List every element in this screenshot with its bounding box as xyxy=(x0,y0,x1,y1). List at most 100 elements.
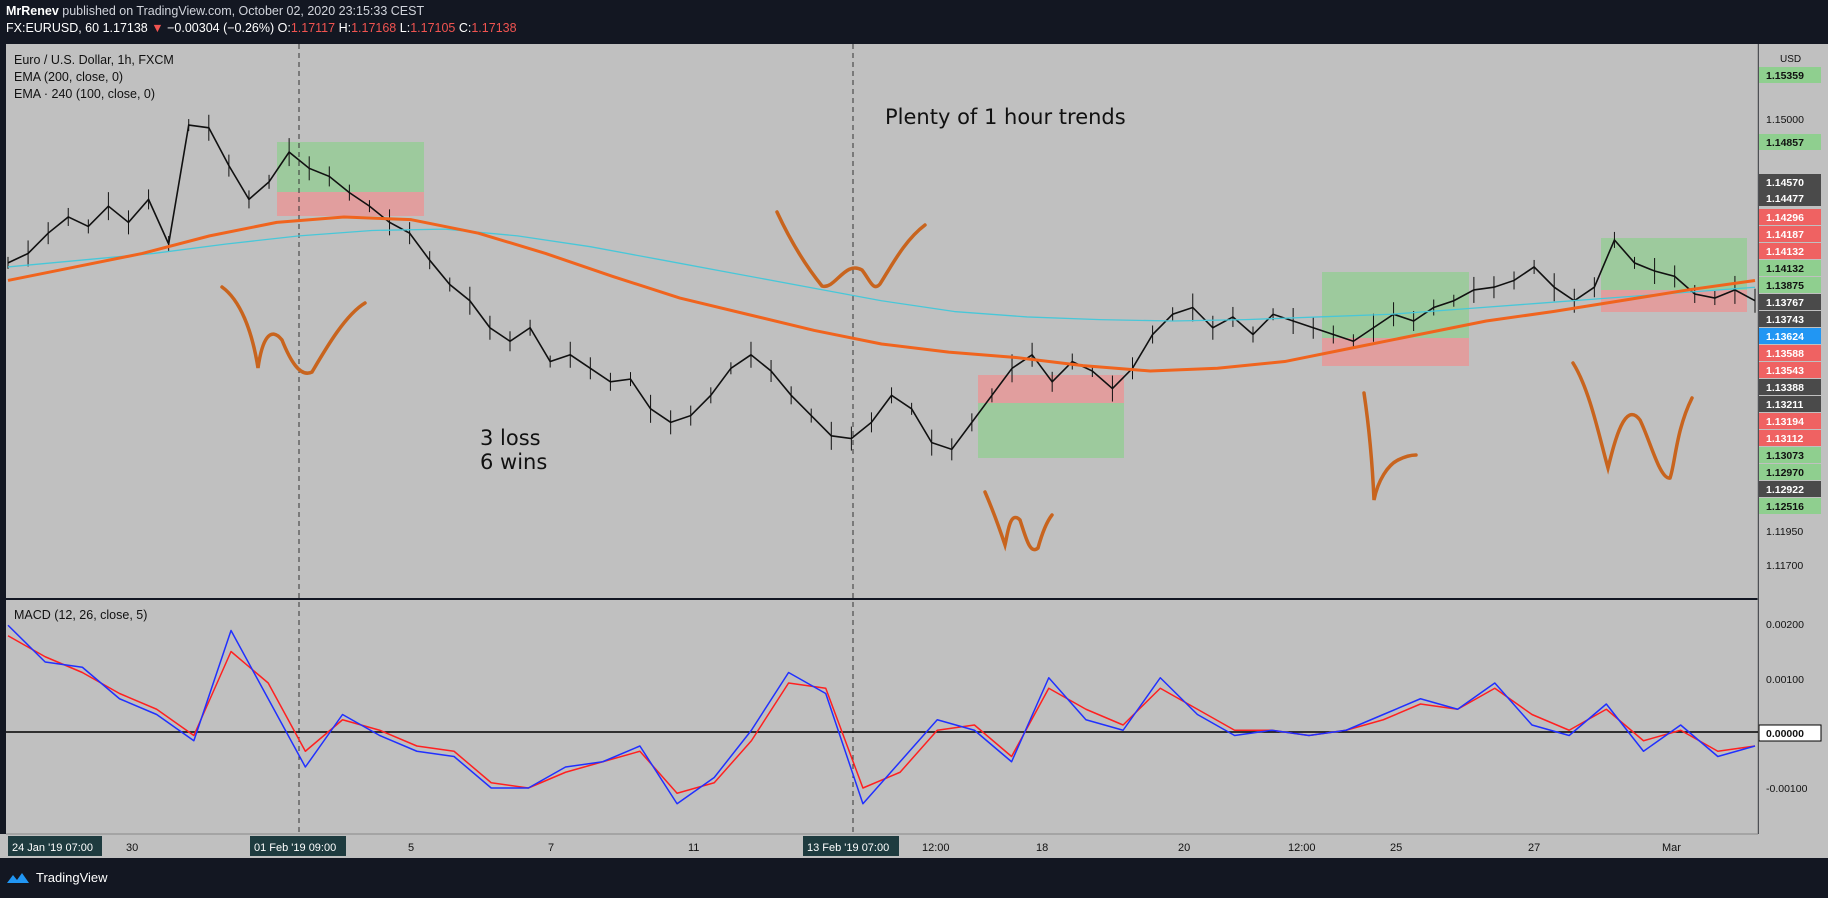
macd-line[interactable] xyxy=(7,624,1756,805)
publish-text: published on TradingView.com, October 02… xyxy=(62,4,425,18)
ema240-legend[interactable]: EMA · 240 (100, close, 0) xyxy=(14,87,155,101)
price-tag-label: 1.13194 xyxy=(1766,416,1804,428)
macd-legend[interactable]: MACD (12, 26, close, 5) xyxy=(14,608,147,622)
price-tag-label: 1.15359 xyxy=(1766,70,1804,82)
wins-annotation: 6 wins xyxy=(480,450,547,474)
time-tag xyxy=(8,836,102,856)
price-line[interactable] xyxy=(7,124,1756,451)
time-axis-labels: 24 Jan '19 07:00 30 01 Feb '19 09:00 5 7 11 13… xyxy=(8,836,1681,856)
price-tag xyxy=(1759,430,1821,446)
price-tag xyxy=(1759,311,1821,327)
price-tag-label: 1.14132 xyxy=(1766,263,1804,275)
price-tag-label: 1.13112 xyxy=(1766,433,1804,445)
price-tag-label: 1.13875 xyxy=(1766,280,1804,292)
price-tag-label: 1.13388 xyxy=(1766,382,1804,394)
low-label: L: xyxy=(399,21,411,35)
price-tag xyxy=(1759,190,1821,206)
time-tick-label: 12:00 xyxy=(922,842,950,854)
open-label: O: xyxy=(277,21,291,35)
price-tag-label: 1.14296 xyxy=(1766,212,1804,224)
price-tag-label: 1.13743 xyxy=(1766,314,1804,326)
w-pattern-drawing xyxy=(1362,391,1418,501)
currency-label: USD xyxy=(1780,54,1801,65)
loss-box xyxy=(1322,338,1469,366)
time-tick-label: 13 Feb '19 07:00 xyxy=(807,842,889,854)
trends-annotation: Plenty of 1 hour trends xyxy=(885,105,1126,129)
symbol-legend[interactable]: Euro / U.S. Dollar, 1h, FXCM xyxy=(14,53,174,67)
macd-axis-labels: 0.00200 0.00100 0.00000 -0.00100 xyxy=(1758,619,1822,795)
w-pattern-drawing xyxy=(1571,361,1694,480)
loss-box xyxy=(277,192,424,216)
time-tick-label: 20 xyxy=(1178,842,1190,854)
price-tag-label: 1.13588 xyxy=(1766,348,1804,360)
ema200-legend[interactable]: EMA (200, close, 0) xyxy=(14,70,123,84)
price-tag xyxy=(1759,328,1821,344)
time-tick-label: 5 xyxy=(408,842,414,854)
w-pattern-drawing xyxy=(983,490,1054,552)
price-tag-label: 1.12516 xyxy=(1766,501,1804,513)
time-tick-label: Mar xyxy=(1662,842,1681,854)
price-tag-label: 1.12970 xyxy=(1766,467,1804,479)
price-tag xyxy=(1759,209,1821,225)
loss-annotation: 3 loss xyxy=(480,426,541,450)
open-value: 1.17117 xyxy=(290,21,336,35)
macd-tick-label: 0.00100 xyxy=(1766,674,1804,686)
time-tag xyxy=(250,836,346,856)
macd-tick-label: 0.00000 xyxy=(1766,728,1804,740)
w-pattern-drawing xyxy=(220,285,367,375)
macd-pane[interactable] xyxy=(6,600,1758,834)
price-tick-label: 1.15000 xyxy=(1766,114,1804,126)
price-tag-label: 1.14477 xyxy=(1766,193,1804,205)
price-tag xyxy=(1759,294,1821,310)
zero-tag xyxy=(1758,724,1822,742)
price-tag xyxy=(1759,498,1821,514)
price-tag xyxy=(1759,277,1821,293)
time-tick-label: 7 xyxy=(548,842,554,854)
macd-lines[interactable] xyxy=(7,624,1756,805)
tradingview-logo-icon[interactable] xyxy=(6,871,30,885)
win-box xyxy=(1322,272,1469,338)
time-tick-label: 30 xyxy=(126,842,138,854)
price-tag xyxy=(1759,379,1821,395)
price-tag-label: 1.13624 xyxy=(1766,331,1804,343)
win-box xyxy=(277,142,424,192)
close-value: 1.17138 xyxy=(471,21,517,35)
price-axis-labels: 1.15359 1.14857 1.14570 1.14477 1.14296 1.141… xyxy=(1759,67,1821,572)
time-tick-label: 01 Feb '19 09:00 xyxy=(254,842,336,854)
price-tag xyxy=(1759,447,1821,463)
ema240-line[interactable] xyxy=(7,228,1756,322)
price-tag xyxy=(1759,413,1821,429)
price-tag-label: 1.13543 xyxy=(1766,365,1804,377)
high-label: H: xyxy=(338,21,352,35)
author-name[interactable]: MrRenev xyxy=(6,4,59,18)
time-tick-label: 11 xyxy=(688,842,699,854)
footer: TradingView xyxy=(6,870,108,885)
price-tag xyxy=(1759,345,1821,361)
high-value: 1.17168 xyxy=(351,21,397,35)
price-tag-label: 1.13073 xyxy=(1766,450,1804,462)
price-tag xyxy=(1759,67,1821,83)
price-tag xyxy=(1759,464,1821,480)
price-tag-label: 1.13211 xyxy=(1766,399,1804,411)
price-tag xyxy=(1759,260,1821,276)
price-tag xyxy=(1759,396,1821,412)
time-tick-label: 27 xyxy=(1528,842,1540,854)
last-price: 1.17138 xyxy=(102,21,148,35)
time-tick-label: 25 xyxy=(1390,842,1402,854)
time-tick-label: 12:00 xyxy=(1288,842,1316,854)
price-tag-label: 1.13767 xyxy=(1766,297,1804,309)
time-tick-label: 18 xyxy=(1036,842,1048,854)
win-box xyxy=(1601,238,1747,290)
macd-tick-label: 0.00200 xyxy=(1766,619,1804,631)
macd-tick-label: -0.00100 xyxy=(1766,783,1808,795)
footer-brand[interactable]: TradingView xyxy=(36,870,108,885)
ema-lines[interactable] xyxy=(7,215,1756,373)
hand-drawn-patterns xyxy=(220,210,1694,552)
price-tag-label: 1.14857 xyxy=(1766,137,1804,149)
price-tag xyxy=(1759,226,1821,242)
ohlc-bar: FX:EURUSD, 60 1.17138 ▼ −0.00304 (−0.26%… xyxy=(6,21,517,35)
symbol-label: FX:EURUSD, 60 xyxy=(6,21,100,35)
trade-boxes xyxy=(277,142,1747,458)
ema200-line[interactable] xyxy=(7,215,1756,373)
